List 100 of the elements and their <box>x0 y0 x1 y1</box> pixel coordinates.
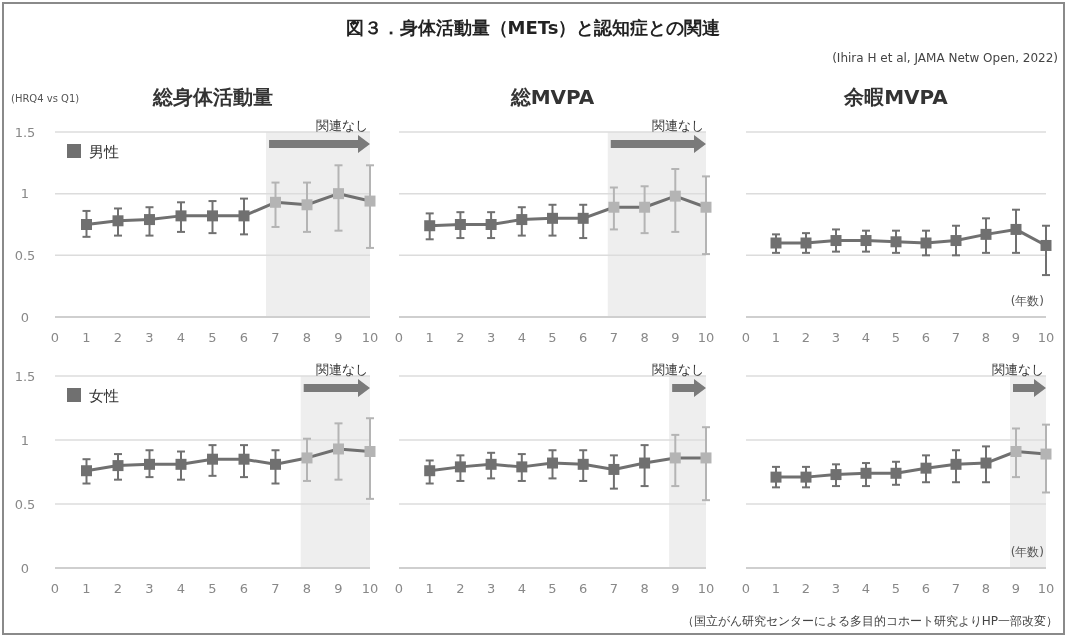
x-tick-label: 4 <box>176 330 186 345</box>
chart-title: 総身体活動量 <box>151 85 273 109</box>
point <box>238 453 250 465</box>
x-tick-label: 8 <box>302 330 312 345</box>
point <box>800 471 812 483</box>
legend-label: 女性 <box>89 387 119 405</box>
x-tick-label: 8 <box>302 581 312 596</box>
x-tick-label: 10 <box>697 581 715 596</box>
x-tick-label: 8 <box>640 581 649 596</box>
point <box>669 190 681 202</box>
x-tick-label: 3 <box>831 581 841 596</box>
point <box>301 452 313 464</box>
point <box>516 461 528 473</box>
x-tick-label: 5 <box>208 330 217 345</box>
y-axis-title: (HRQ4 vs Q1) <box>11 93 80 104</box>
x-tick-label: 4 <box>517 330 526 345</box>
chart-title: 総MVPA <box>509 85 595 109</box>
point <box>1010 446 1022 458</box>
x-tick-label: 6 <box>239 330 249 345</box>
x-tick-label: 7 <box>609 581 619 596</box>
point <box>333 188 344 200</box>
point <box>175 458 187 470</box>
x-tick-label: 3 <box>831 330 841 345</box>
x-tick-label: 0 <box>394 581 404 596</box>
x-tick-label: 10 <box>697 330 715 345</box>
point <box>364 195 376 207</box>
x-tick-label: 5 <box>208 581 217 596</box>
point <box>364 446 376 458</box>
point <box>770 471 782 483</box>
x-tick-label: 0 <box>50 581 60 596</box>
x-tick-label: 2 <box>113 581 123 596</box>
x-tick-label: 9 <box>1011 330 1021 345</box>
point <box>270 196 281 208</box>
x-tick-label: 7 <box>951 330 961 345</box>
x-tick-label: 0 <box>50 330 60 345</box>
x-tick-label: 3 <box>145 330 154 345</box>
point <box>770 237 782 249</box>
point <box>980 457 992 469</box>
text: (Ihira H et al, JAMA Netw Open, 2022) <box>832 51 1058 65</box>
y-tick-label: 0.5 <box>14 496 36 512</box>
x-tick-label: 1 <box>425 330 434 345</box>
point <box>207 210 218 222</box>
band-label: 関連なし <box>652 118 704 133</box>
x-tick-label: 0 <box>741 581 751 596</box>
point <box>485 458 497 470</box>
x-tick-label: 2 <box>113 330 123 345</box>
point <box>830 235 842 247</box>
point <box>454 461 466 473</box>
x-tick-label: 1 <box>771 330 781 345</box>
point <box>1040 448 1052 460</box>
x-tick-label: 5 <box>891 330 901 345</box>
x-tick-label: 9 <box>1011 581 1021 596</box>
point <box>860 235 872 247</box>
x-tick-label: 5 <box>548 330 557 345</box>
point <box>454 219 466 230</box>
y-tick-label: 0.5 <box>14 247 36 263</box>
point <box>333 443 344 455</box>
point <box>577 458 589 470</box>
x-tick-label: 1 <box>82 330 91 345</box>
band-label: 関連なし <box>652 362 704 377</box>
x-axis-title: (年数) <box>1010 294 1044 308</box>
y-tick-label: 1.5 <box>14 124 36 140</box>
y-tick-label: 0 <box>20 309 30 325</box>
y-tick-label: 0 <box>20 560 30 576</box>
x-tick-label: 4 <box>517 581 526 596</box>
point <box>950 235 962 247</box>
x-tick-label: 7 <box>951 581 961 596</box>
band-label: 関連なし <box>316 362 368 377</box>
x-tick-label: 6 <box>579 581 588 596</box>
chart-title: 余暇MVPA <box>843 85 949 109</box>
point <box>1040 239 1052 251</box>
point <box>890 236 902 248</box>
x-tick-label: 2 <box>801 330 811 345</box>
x-tick-label: 5 <box>548 581 557 596</box>
y-tick-label: 1.5 <box>14 368 36 384</box>
x-tick-label: 5 <box>891 581 901 596</box>
x-tick-label: 6 <box>579 330 588 345</box>
y-tick-label: 1 <box>20 186 30 202</box>
x-tick-label: 4 <box>861 330 871 345</box>
point <box>700 452 712 464</box>
point <box>144 214 155 226</box>
point <box>81 465 92 477</box>
point <box>516 214 528 226</box>
x-tick-label: 2 <box>456 581 465 596</box>
x-tick-label: 10 <box>361 581 379 596</box>
band-label: 関連なし <box>316 118 368 133</box>
point <box>207 453 218 465</box>
point <box>890 467 902 479</box>
point <box>424 465 436 477</box>
text: （国立がん研究センターによる多目的コホート研究よりHP一部改変） <box>681 614 1058 628</box>
x-tick-label: 1 <box>771 581 781 596</box>
y-tick-label: 1 <box>20 432 30 448</box>
text: 図３．身体活動量（METs）と認知症との関連 <box>345 17 721 38</box>
x-tick-label: 7 <box>271 330 280 345</box>
point <box>920 237 932 249</box>
point <box>175 210 187 222</box>
x-tick-label: 10 <box>1037 581 1055 596</box>
x-axis-title: (年数) <box>1010 545 1044 559</box>
point <box>800 237 812 249</box>
x-tick-label: 10 <box>361 330 379 345</box>
